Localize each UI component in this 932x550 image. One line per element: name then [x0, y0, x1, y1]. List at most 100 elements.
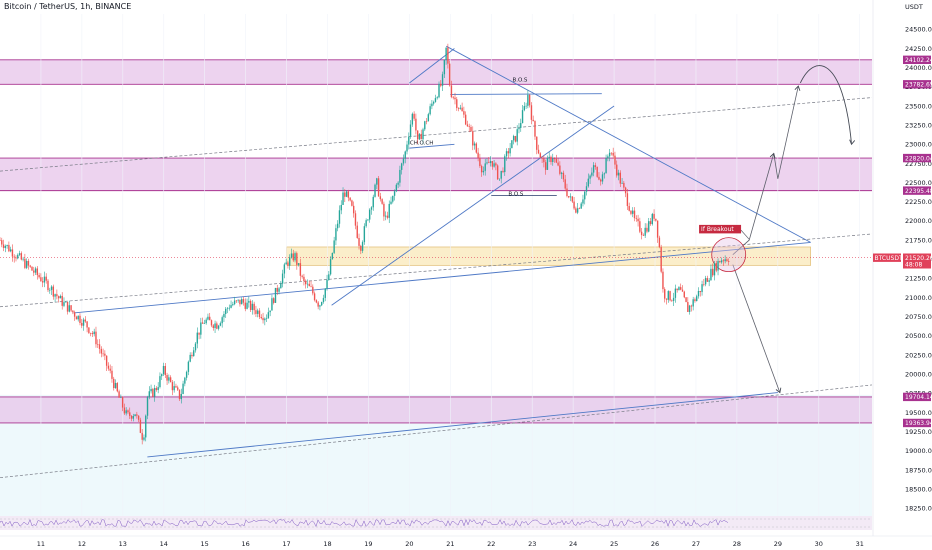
candle-body — [473, 143, 476, 146]
candle-body — [223, 313, 225, 318]
candle-body — [123, 407, 126, 414]
candle-body — [548, 156, 550, 158]
candle-body — [81, 322, 83, 326]
level-tag-label: 22820.04 — [905, 155, 932, 162]
candle-body — [13, 256, 15, 258]
y-tick-label: 23000.00 — [905, 141, 932, 149]
candle-body — [226, 308, 229, 309]
candle-body — [73, 312, 76, 317]
candle-body — [257, 310, 259, 314]
candle-body — [239, 299, 241, 305]
x-tick-label: 25 — [610, 540, 618, 548]
projection-curve[interactable] — [799, 65, 852, 145]
dashed-channel-mid[interactable] — [0, 233, 873, 308]
level-tag-label: 19363.94 — [905, 420, 932, 427]
candle-body — [502, 170, 504, 173]
candle-body — [269, 310, 271, 313]
dashed-channel-top[interactable] — [0, 97, 873, 172]
candle-body — [568, 196, 570, 198]
candle-body — [560, 172, 563, 174]
candle-body — [664, 289, 666, 299]
candle-body — [424, 121, 426, 130]
breakout-label-bg — [699, 224, 742, 234]
candle-body — [477, 152, 479, 158]
candle-body — [248, 300, 250, 303]
candle-body — [472, 131, 474, 146]
candle-body — [109, 368, 111, 371]
candle-body — [450, 85, 453, 98]
y-tick-label: 21250.00 — [905, 275, 932, 283]
level-tag-bg — [903, 418, 931, 428]
choch-line[interactable] — [409, 143, 455, 149]
candle-body — [232, 304, 234, 306]
candle-body — [127, 410, 129, 413]
price-axis[interactable]: USDT 18250.00 18500.00 18750.00 19000.00 1925… — [872, 0, 932, 550]
candle-body — [134, 414, 136, 417]
candle-body — [544, 162, 547, 170]
candle-body — [31, 266, 33, 271]
candle-body — [619, 172, 621, 184]
candle-body — [132, 416, 135, 419]
candle-body — [374, 184, 376, 197]
candle-body — [678, 287, 680, 291]
candle-body — [633, 210, 636, 219]
candle-body — [605, 158, 607, 174]
projection-down[interactable] — [732, 264, 781, 393]
candle-body — [143, 437, 145, 440]
price-axis-unit: USDT — [905, 3, 923, 11]
rsi-line — [0, 518, 729, 528]
candle-body — [49, 289, 51, 291]
breakout-arm — [740, 229, 750, 240]
y-tick-label: 22750.00 — [905, 160, 932, 168]
support-trendline[interactable] — [147, 392, 778, 458]
grid — [40, 14, 861, 516]
candle-body — [512, 136, 515, 141]
steep-trendline[interactable] — [331, 105, 615, 306]
drawing-lines[interactable] — [0, 45, 873, 479]
candle-body — [230, 305, 232, 308]
x-tick-label: 19 — [364, 540, 372, 548]
rising-trendline[interactable] — [73, 241, 811, 314]
projection-up-1[interactable] — [732, 153, 775, 255]
candle-body — [692, 299, 694, 307]
candle-body — [530, 105, 533, 120]
candle-body — [17, 254, 19, 259]
candle-body — [6, 245, 8, 247]
candle-body — [475, 143, 478, 153]
candle-body — [388, 203, 390, 218]
candle-body — [41, 281, 44, 283]
candle-body — [626, 193, 629, 207]
candle-body — [651, 213, 653, 225]
choch-triangle[interactable] — [409, 48, 455, 84]
projection-up-2[interactable] — [773, 85, 799, 179]
candle-body — [168, 377, 170, 381]
symbol-tag-bg — [873, 253, 901, 262]
time-axis[interactable]: 11 12 13 14 15 16 17 18 19 20 21 22 23 24 25 26 27 28 29 30… — [0, 535, 932, 548]
candle-body — [557, 162, 559, 166]
symbol-tag-label: BTCUSDT — [875, 255, 903, 262]
candle-body — [390, 201, 392, 204]
descending-trendline[interactable] — [446, 45, 811, 243]
candle-body — [120, 397, 122, 398]
candle-body — [185, 371, 188, 378]
candle-body — [25, 260, 28, 268]
candle-body — [505, 151, 508, 157]
candle-body — [539, 153, 542, 158]
candle-body — [219, 323, 222, 326]
bos-upper-line[interactable] — [450, 93, 602, 95]
candle-body — [68, 305, 71, 312]
candle-body — [655, 218, 657, 221]
dashed-channel-bottom[interactable] — [0, 384, 873, 479]
breakout-circle[interactable] — [711, 237, 747, 273]
candle-body — [608, 152, 611, 157]
y-tick-label: 22250.00 — [905, 198, 932, 206]
candle-body — [464, 114, 467, 125]
candle-body — [360, 245, 362, 251]
x-tick-label: 30 — [815, 540, 823, 548]
candle-body — [724, 259, 726, 262]
candle-body — [260, 316, 262, 319]
candle-body — [36, 268, 39, 276]
candle-body — [621, 182, 623, 184]
candle-body — [431, 103, 433, 107]
